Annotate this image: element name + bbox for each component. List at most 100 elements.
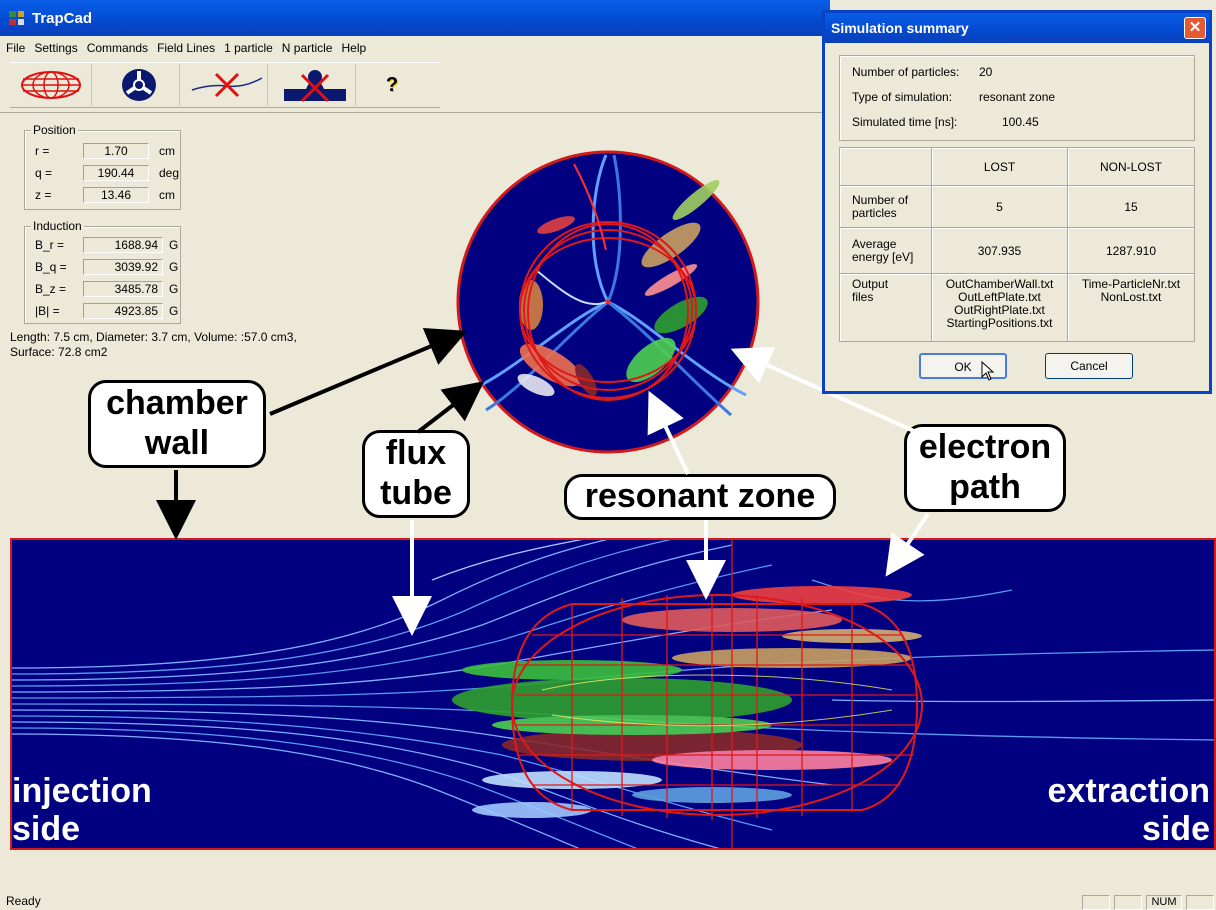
geometry-line-1: Length: 7.5 cm, Diameter: 3.7 cm, Volume… [10,330,297,344]
bz-value: 3485.78 [83,281,163,297]
menu-file[interactable]: File [6,41,26,55]
file-name: StartingPositions.txt [946,316,1053,330]
bq-unit: G [169,260,179,274]
files-row-label: Output files [839,273,932,342]
magnet-end-view-button[interactable] [98,64,180,106]
electron-word: electron [918,428,1052,466]
file-name: OutLeftPlate.txt [958,290,1041,304]
bz-unit: G [169,282,179,296]
position-q-row: q = 190.44 deg [35,165,179,181]
z-label: z = [35,188,52,202]
menu-commands[interactable]: Commands [86,41,149,55]
wall-word: wall [144,424,210,462]
br-value: 1688.94 [83,237,163,253]
status-panel-2 [1114,895,1142,910]
cancel-button[interactable]: Cancel [1045,353,1133,379]
side-view-graphic [12,540,1214,848]
chamber-mesh-icon [20,71,81,99]
number-label-line-2: particles [852,205,897,220]
geometry-line-2: Surface: 72.8 cm2 [10,345,108,359]
file-name: OutChamberWall.txt [945,277,1054,291]
number-row-label: Number of particles [839,185,932,228]
table-header-row: LOST NON-LOST [839,147,1195,186]
br-unit: G [169,238,179,252]
flux-word: flux [385,434,447,472]
particle-lost-icon [283,70,346,103]
bq-label: B_q = [35,260,67,274]
end-view-plot[interactable] [456,150,761,455]
chamber-wall-callout: chamber wall [88,380,266,468]
status-bar: Ready [0,892,1216,910]
info-time-row: Simulated time [ns]: 100.45 [852,115,1039,129]
b-abs-unit: G [169,304,179,318]
menu-help[interactable]: Help [341,41,367,55]
r-label: r = [35,144,50,158]
br-label: B_r = [35,238,65,252]
simulation-info-box: Number of particles: 20 Type of simulati… [839,55,1195,141]
nonlost-files-list: Time-ParticleNr.txt NonLost.txt [1067,273,1195,342]
menu-bar: File Settings Commands Field Lines 1 par… [0,38,830,58]
table-corner [839,147,932,186]
energy-label-line-2: energy [eV] [852,249,914,264]
injection-word: injection [12,772,152,810]
lost-header: LOST [931,147,1068,186]
resonant-zone-text: resonant zone [584,477,816,515]
q-unit: deg [159,166,180,180]
induction-legend: Induction [31,219,84,233]
position-legend: Position [31,123,78,137]
table-row: Number of particles 5 15 [839,185,1195,228]
flux-tube-callout: flux tube [362,430,470,518]
menu-field-lines[interactable]: Field Lines [157,41,216,55]
chamber-mesh-button[interactable] [10,64,92,106]
info-type-label: Type of simulation: [852,90,953,104]
window-title-bar[interactable]: TrapCad [0,0,830,36]
energy-label-line-1: Average [852,236,897,251]
summary-table: LOST NON-LOST Number of particles 5 15 A… [839,147,1195,342]
menu-n-particle[interactable]: N particle [281,41,333,55]
position-r-row: r = 1.70 cm [35,143,175,159]
particle-lost-button[interactable] [274,64,356,106]
menu-1-particle[interactable]: 1 particle [224,41,273,55]
energy-lost-value: 307.935 [931,227,1068,274]
resonant-zone-callout: resonant zone [564,474,836,520]
number-nonlost-value: 15 [1067,185,1195,228]
injection-side-label: injection side [12,772,152,848]
position-z-row: z = 13.46 cm [35,187,175,203]
info-type-value: resonant zone [979,90,1056,104]
close-icon: ✕ [1188,19,1202,36]
side-view-plot[interactable]: injection side extraction side [10,538,1216,850]
info-particles-value: 20 [979,65,993,79]
q-label: q = [35,166,53,180]
dialog-title-bar[interactable]: Simulation summary ✕ [825,13,1209,43]
help-button[interactable]: ? [362,64,422,106]
help-question-icon: ? [385,73,399,96]
status-panel-4 [1186,895,1214,910]
dialog-close-button[interactable]: ✕ [1184,17,1206,39]
injection-side-word: side [12,810,81,848]
path-word: path [949,468,1021,506]
geometry-info: Length: 7.5 cm, Diameter: 3.7 cm, Volume… [10,330,340,360]
status-panel-1 [1082,895,1110,910]
energy-row-label: Average energy [eV] [839,227,932,274]
files-label-line-1: Output [852,277,889,291]
r-value: 1.70 [83,143,149,159]
number-label-line-1: Number of [852,192,909,207]
files-label-line-2: files [852,290,874,304]
r-unit: cm [159,144,175,158]
extraction-side-label: extraction side [1048,772,1211,848]
field-line-button[interactable] [186,64,268,106]
b-abs-row: |B| = 4923.85 G [35,303,178,319]
simulation-summary-dialog: Simulation summary ✕ Number of particles… [822,10,1212,394]
mouse-cursor-icon [981,361,995,381]
magnet-end-view-icon [121,69,156,101]
field-line-cross-icon [191,72,262,98]
br-row: B_r = 1688.94 G [35,237,178,253]
file-name: NonLost.txt [1100,290,1162,304]
number-lost-value: 5 [931,185,1068,228]
toolbar: ? [10,62,440,108]
bz-label: B_z = [35,282,67,296]
status-text: Ready [6,894,41,908]
ok-button[interactable]: OK [919,353,1007,381]
menu-settings[interactable]: Settings [34,41,78,55]
info-time-value: 100.45 [1002,115,1039,129]
